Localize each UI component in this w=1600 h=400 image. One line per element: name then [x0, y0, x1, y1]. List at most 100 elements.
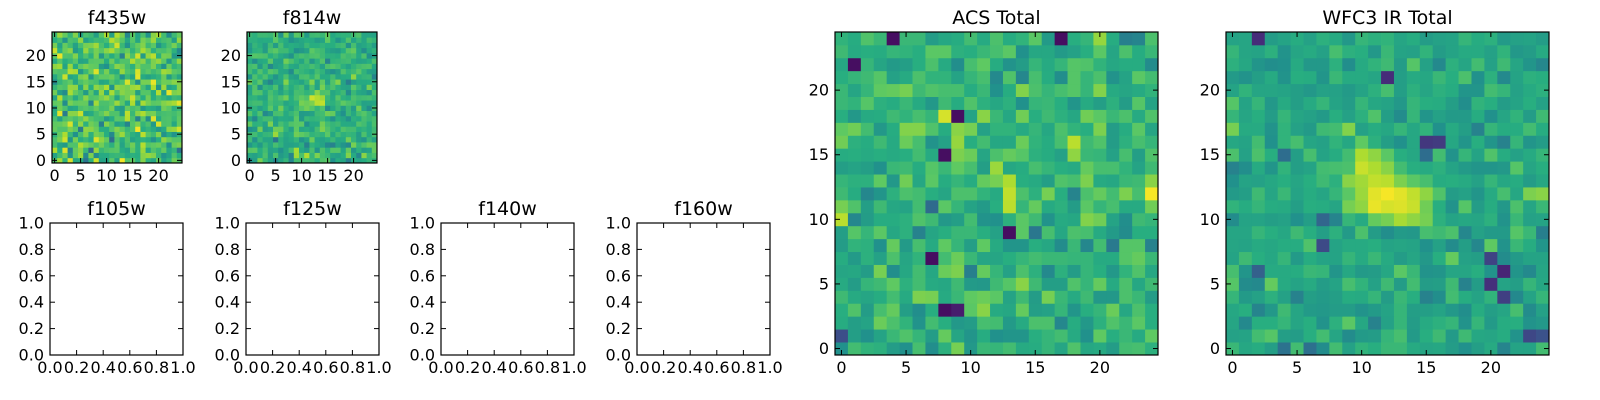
heatmap-cell-wfc3-ir-total-r15-c23 [1523, 148, 1537, 162]
heatmap-cell-acs-total-r13-c16 [1041, 174, 1056, 188]
heatmap-cell-wfc3-ir-total-r1-c14 [1406, 329, 1421, 343]
heatmap-cell-acs-total-r9-c3 [873, 225, 888, 240]
axes-frame-f140w [440, 222, 575, 356]
heatmap-cell-acs-total-r16-c19 [1080, 135, 1094, 149]
heatmap-cell-wfc3-ir-total-r7-c7 [1316, 251, 1330, 265]
heatmap-cell-acs-total-r18-c11 [977, 109, 991, 123]
heatmap-cell-wfc3-ir-total-r16-c4 [1277, 135, 1291, 149]
heatmap-cell-acs-total-r3-c17 [1054, 303, 1068, 317]
heatmap-cell-f435w-r20-c14 [124, 52, 131, 59]
heatmap-cell-wfc3-ir-total-r19-c2 [1251, 96, 1266, 110]
heatmap-cell-wfc3-ir-total-r0-c24 [1536, 342, 1550, 356]
heatmap-cell-wfc3-ir-total-r6-c0 [1226, 264, 1240, 278]
heatmap-cell-f435w-r15-c18 [145, 79, 152, 85]
heatmap-cell-f435w-r4-c11 [109, 136, 115, 143]
heatmap-cell-acs-total-r19-c12 [990, 96, 1004, 110]
heatmap-cell-f814w-r19-c2 [257, 58, 263, 64]
heatmap-cell-f435w-r17-c18 [145, 68, 152, 75]
heatmap-cell-acs-total-r3-c13 [1002, 303, 1017, 317]
heatmap-cell-acs-total-r21-c4 [886, 70, 900, 85]
x-tick-label-f140w-3: 0.6 [508, 358, 533, 377]
heatmap-cell-f435w-r2-c6 [83, 147, 89, 153]
heatmap-cell-f435w-r5-c20 [156, 131, 162, 138]
heatmap-cell-acs-total-r24-c22 [1119, 32, 1133, 46]
heatmap-cell-f435w-r16-c12 [114, 73, 120, 80]
heatmap-cell-f814w-r6-c3 [262, 126, 269, 132]
heatmap-cell-wfc3-ir-total-r18-c1 [1238, 109, 1253, 123]
heatmap-cell-f435w-r22-c17 [140, 42, 146, 49]
heatmap-cell-wfc3-ir-total-r8-c16 [1432, 238, 1447, 253]
heatmap-cell-acs-total-r1-c8 [938, 329, 952, 343]
heatmap-cell-acs-total-r2-c10 [964, 316, 978, 330]
heatmap-cell-acs-total-r2-c22 [1119, 316, 1133, 330]
heatmap-cell-f814w-r11-c5 [273, 100, 279, 106]
heatmap-cell-wfc3-ir-total-r1-c13 [1393, 329, 1408, 343]
heatmap-cell-f814w-r17-c21 [356, 68, 362, 75]
heatmap-cell-f814w-r6-c13 [314, 126, 321, 132]
heatmap-cell-wfc3-ir-total-r20-c11 [1368, 83, 1382, 97]
heatmap-cell-f814w-r11-c12 [309, 100, 315, 106]
heatmap-cell-wfc3-ir-total-r12-c11 [1368, 187, 1382, 201]
heatmap-cell-f814w-r14-c0 [247, 84, 253, 91]
heatmap-cell-acs-total-r12-c19 [1080, 187, 1094, 201]
heatmap-cell-f435w-r8-c22 [166, 115, 172, 122]
heatmap-cell-acs-total-r17-c11 [977, 122, 991, 136]
heatmap-cell-acs-total-r0-c20 [1093, 342, 1107, 356]
heatmap-cell-wfc3-ir-total-r14-c22 [1510, 161, 1524, 175]
heatmap-cell-f435w-r15-c15 [130, 79, 136, 85]
heatmap-cell-f435w-r15-c23 [171, 79, 178, 85]
heatmap-cell-f814w-r2-c15 [325, 147, 331, 153]
heatmap-cell-wfc3-ir-total-r12-c7 [1316, 187, 1330, 201]
heatmap-cell-wfc3-ir-total-r24-c20 [1484, 32, 1498, 46]
heatmap-cell-f814w-r18-c0 [247, 63, 253, 70]
heatmap-cell-f435w-r17-c20 [156, 68, 162, 75]
heatmap-cell-f435w-r11-c17 [140, 100, 146, 106]
heatmap-cell-f435w-r18-c0 [52, 63, 58, 70]
heatmap-cell-wfc3-ir-total-r1-c11 [1368, 329, 1382, 343]
heatmap-cell-f814w-r11-c18 [340, 100, 347, 106]
heatmap-cell-wfc3-ir-total-r21-c5 [1290, 70, 1304, 85]
heatmap-cell-wfc3-ir-total-r20-c0 [1226, 83, 1240, 97]
heatmap-cell-f814w-r19-c23 [366, 58, 373, 64]
heatmap-cell-f435w-r16-c15 [130, 73, 136, 80]
heatmap-cell-wfc3-ir-total-r11-c9 [1342, 199, 1356, 214]
heatmap-cell-acs-total-r9-c10 [964, 225, 978, 240]
heatmap-cell-acs-total-r3-c4 [886, 303, 900, 317]
heatmap-cell-acs-total-r22-c17 [1054, 57, 1068, 72]
heatmap-cell-f435w-r18-c15 [130, 63, 136, 70]
heatmap-cell-wfc3-ir-total-r19-c17 [1445, 96, 1459, 110]
heatmap-cell-f814w-r10-c9 [293, 105, 300, 111]
heatmap-cell-f814w-r22-c19 [345, 42, 352, 49]
heatmap-cell-acs-total-r22-c13 [1002, 57, 1017, 72]
heatmap-cell-wfc3-ir-total-r8-c0 [1226, 238, 1240, 253]
heatmap-cell-f435w-r12-c18 [145, 94, 152, 101]
heatmap-cell-f435w-r21-c11 [109, 47, 115, 54]
heatmap-cell-f435w-r3-c7 [88, 142, 94, 148]
heatmap-cell-f814w-r10-c12 [309, 105, 315, 111]
heatmap-cell-f814w-r24-c8 [288, 32, 295, 38]
heatmap-cell-wfc3-ir-total-r22-c7 [1316, 57, 1330, 72]
heatmap-cell-acs-total-r19-c1 [847, 96, 862, 110]
heatmap-cell-acs-total-r14-c12 [990, 161, 1004, 175]
heatmap-cell-f814w-r7-c9 [293, 121, 300, 127]
heatmap-cell-f435w-r3-c21 [161, 142, 167, 148]
heatmap-cell-f814w-r15-c11 [304, 79, 310, 85]
heatmap-cell-f435w-r19-c24 [176, 58, 183, 64]
heatmap-cell-f814w-r19-c3 [262, 58, 269, 64]
heatmap-cell-acs-total-r11-c11 [977, 199, 991, 214]
heatmap-cell-f435w-r15-c6 [83, 79, 89, 85]
heatmap-cell-acs-total-r6-c17 [1054, 264, 1068, 278]
heatmap-cell-acs-total-r17-c9 [951, 122, 965, 136]
heatmap-cell-f435w-r7-c11 [109, 121, 115, 127]
heatmap-cell-wfc3-ir-total-r22-c1 [1238, 57, 1253, 72]
heatmap-cell-f435w-r22-c11 [109, 42, 115, 49]
heatmap-cell-f814w-r6-c19 [345, 126, 352, 132]
heatmap-cell-f435w-r0-c7 [88, 157, 94, 164]
heatmap-cell-wfc3-ir-total-r15-c5 [1290, 148, 1304, 162]
heatmap-cell-f814w-r10-c13 [314, 105, 321, 111]
heatmap-cell-f435w-r22-c9 [98, 42, 105, 49]
heatmap-cell-acs-total-r16-c17 [1054, 135, 1068, 149]
heatmap-cell-f435w-r0-c2 [62, 157, 68, 164]
heatmap-cell-f435w-r17-c22 [166, 68, 172, 75]
heatmap-cell-acs-total-r4-c3 [873, 290, 888, 304]
